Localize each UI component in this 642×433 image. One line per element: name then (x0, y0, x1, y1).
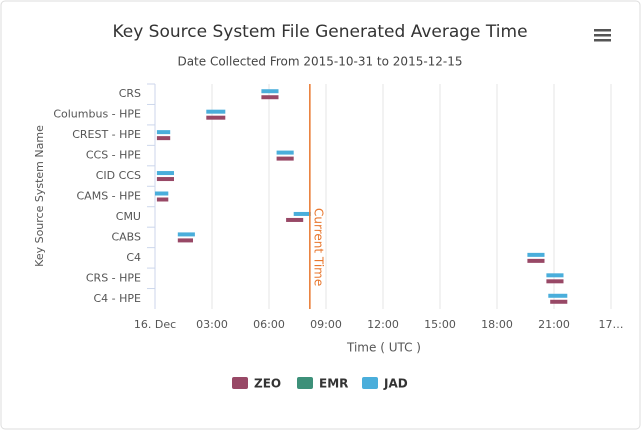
y-axis-title: Time ( UTC ) (346, 341, 421, 355)
y-tick-label: CMU (116, 210, 141, 223)
legend-swatch (297, 377, 313, 389)
menu-bar (594, 29, 611, 32)
range-bar (276, 150, 294, 155)
y-tick-label: C4 (126, 251, 141, 264)
x-axis-title: Key Source System Name (33, 125, 46, 267)
range-bar (527, 258, 545, 263)
y-tick-label: CREST - HPE (72, 128, 141, 141)
range-bar (156, 136, 171, 141)
y-tick-label: CID CCS (96, 169, 141, 182)
y-tick-label: CCS - HPE (86, 149, 141, 162)
chart-subtitle: Date Collected From 2015-10-31 to 2015-1… (177, 55, 462, 69)
legend-label: ZEO (254, 377, 281, 391)
legend-item[interactable]: ZEO (232, 377, 281, 391)
legend-item[interactable]: EMR (297, 377, 348, 391)
range-bar (177, 238, 193, 243)
range-bar (206, 115, 226, 120)
x-tick-label: 17… (599, 318, 624, 331)
x-tick-label: 21:00 (538, 318, 570, 331)
range-bar (156, 130, 171, 135)
menu-button[interactable] (594, 29, 611, 42)
legend-swatch (362, 377, 378, 389)
range-bar (550, 299, 568, 304)
y-tick-label: CAMS - HPE (77, 190, 142, 203)
x-tick-label: 15:00 (424, 318, 456, 331)
legend-swatch (232, 377, 248, 389)
y-tick-label: CRS (119, 87, 141, 100)
range-bar (261, 95, 279, 100)
x-tick-label: 06:00 (253, 318, 285, 331)
range-bar (527, 252, 545, 257)
range-bar (156, 171, 174, 176)
range-bar (206, 109, 226, 114)
current-time-label: Current Time (311, 208, 325, 286)
range-bar (156, 197, 169, 202)
range-bar (546, 273, 564, 278)
range-bar (177, 232, 195, 237)
range-bar (261, 89, 279, 94)
x-tick-label: 18:00 (481, 318, 513, 331)
legend-item[interactable]: JAD (362, 377, 408, 391)
chart-title: Key Source System File Generated Average… (112, 22, 527, 42)
x-tick-label: 16. Dec (134, 318, 176, 331)
y-tick-label: CABS (111, 230, 141, 243)
range-bar (548, 293, 568, 298)
y-tick-label: CRS - HPE (86, 271, 141, 284)
menu-bar (594, 39, 611, 42)
y-tick-label: C4 - HPE (94, 292, 142, 305)
range-bar (156, 177, 174, 182)
x-tick-label: 12:00 (367, 318, 399, 331)
range-bar (276, 156, 294, 161)
range-bar (155, 191, 169, 196)
range-bar (286, 217, 304, 222)
x-tick-label: 09:00 (310, 318, 342, 331)
x-tick-label: 03:00 (196, 318, 228, 331)
range-bar (546, 279, 564, 284)
y-tick-label: Columbus - HPE (53, 108, 141, 121)
menu-bar (594, 34, 611, 37)
legend-label: JAD (383, 377, 408, 391)
range-bar (293, 211, 311, 216)
legend-label: EMR (319, 377, 348, 391)
